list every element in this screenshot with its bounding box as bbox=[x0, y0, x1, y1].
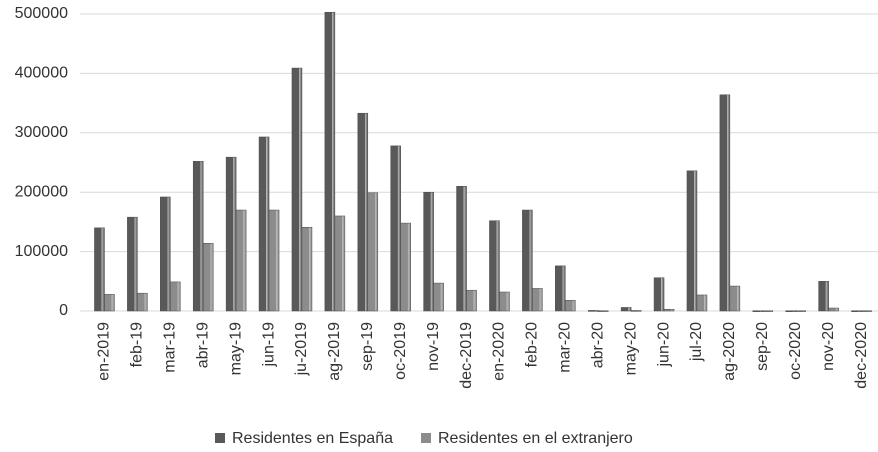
bar bbox=[795, 310, 806, 312]
bar bbox=[367, 192, 379, 312]
x-tick-label: en-2019 bbox=[96, 322, 113, 381]
bar bbox=[851, 310, 862, 312]
x-tick-label: sep-20 bbox=[754, 322, 771, 371]
bar bbox=[861, 310, 872, 312]
bar bbox=[752, 310, 764, 312]
x-tick-label: oc-2020 bbox=[787, 322, 804, 380]
y-tick-label: 200000 bbox=[15, 183, 68, 200]
bar bbox=[433, 282, 444, 312]
bar bbox=[686, 170, 698, 312]
x-tick-label: sep-19 bbox=[359, 322, 376, 371]
y-tick-label: 400000 bbox=[15, 65, 68, 82]
bar bbox=[390, 145, 401, 312]
x-tick-label: nov-20 bbox=[820, 322, 837, 371]
bar bbox=[729, 285, 741, 312]
x-tick-label: oc-2019 bbox=[392, 322, 409, 380]
bar bbox=[587, 310, 599, 312]
bar bbox=[785, 310, 796, 312]
x-tick-label: ag-2020 bbox=[721, 322, 738, 381]
bar bbox=[456, 186, 467, 312]
bar bbox=[818, 281, 829, 312]
bar bbox=[225, 156, 237, 312]
bar bbox=[202, 243, 214, 312]
bar bbox=[719, 94, 731, 312]
x-tick-label: feb-20 bbox=[524, 322, 541, 367]
bar bbox=[489, 220, 500, 312]
bar bbox=[137, 292, 148, 312]
bar bbox=[192, 161, 204, 312]
bar bbox=[466, 289, 477, 312]
bar bbox=[400, 222, 411, 312]
bar bbox=[663, 308, 675, 312]
x-tick-label: dec-2020 bbox=[853, 322, 870, 389]
x-tick-label: mar-19 bbox=[162, 322, 179, 373]
bar bbox=[127, 216, 138, 312]
bar bbox=[268, 209, 280, 312]
bar bbox=[620, 307, 632, 312]
bar bbox=[301, 226, 313, 312]
bar bbox=[630, 310, 642, 312]
x-tick-label: mar-20 bbox=[557, 322, 574, 373]
x-tick-label: jun-20 bbox=[655, 322, 672, 368]
y-tick-label: 500000 bbox=[15, 5, 68, 22]
bar bbox=[762, 310, 774, 312]
bar bbox=[696, 294, 708, 312]
bar bbox=[334, 215, 346, 312]
y-tick-label: 0 bbox=[59, 302, 68, 319]
bar bbox=[324, 11, 336, 312]
legend-swatch bbox=[215, 433, 225, 443]
bar bbox=[258, 136, 270, 312]
bar bbox=[555, 265, 566, 312]
x-tick-label: abr-19 bbox=[194, 322, 211, 368]
x-tick-label: may-20 bbox=[622, 322, 639, 375]
bar bbox=[499, 291, 510, 312]
x-tick-label: dec-2019 bbox=[458, 322, 475, 389]
legend-label: Residentes en España bbox=[232, 430, 393, 447]
x-tick-label: feb-19 bbox=[129, 322, 146, 367]
x-tick-label: abr-20 bbox=[589, 322, 606, 368]
bar bbox=[532, 288, 543, 312]
x-tick-label: jul-20 bbox=[688, 322, 705, 362]
bar bbox=[522, 209, 533, 312]
bar bbox=[291, 67, 303, 312]
bar bbox=[235, 209, 247, 312]
x-tick-label: jun-19 bbox=[260, 322, 277, 368]
bar bbox=[357, 112, 369, 312]
bar bbox=[423, 191, 434, 312]
legend-label: Residentes en el extranjero bbox=[438, 430, 633, 447]
bar bbox=[597, 310, 609, 312]
x-tick-label: may-19 bbox=[227, 322, 244, 375]
bar bbox=[828, 307, 839, 312]
y-tick-label: 300000 bbox=[15, 124, 68, 141]
x-tick-label: nov-19 bbox=[425, 322, 442, 371]
x-tick-label: ju-2019 bbox=[293, 322, 310, 376]
y-tick-label: 100000 bbox=[15, 243, 68, 260]
x-tick-label: en-2020 bbox=[491, 322, 508, 381]
bar bbox=[160, 196, 171, 312]
legend-swatch bbox=[421, 433, 431, 443]
bar bbox=[170, 281, 181, 312]
bar bbox=[565, 300, 576, 312]
bar bbox=[104, 294, 115, 312]
bar bbox=[653, 277, 665, 312]
bar bbox=[94, 227, 105, 312]
x-tick-label: ag-2019 bbox=[326, 322, 343, 381]
